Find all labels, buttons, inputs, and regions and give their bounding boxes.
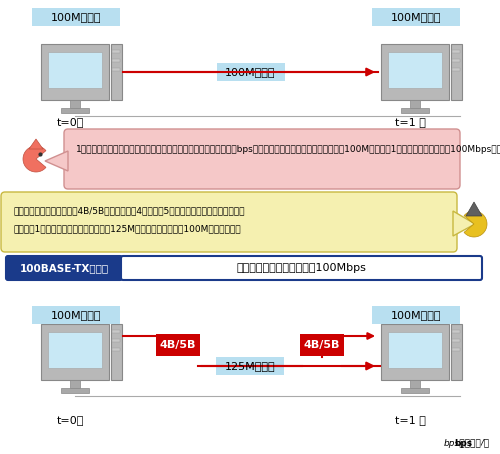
FancyBboxPatch shape <box>452 50 460 53</box>
FancyBboxPatch shape <box>410 100 420 108</box>
FancyBboxPatch shape <box>452 339 460 342</box>
FancyBboxPatch shape <box>452 68 460 71</box>
FancyBboxPatch shape <box>121 256 482 280</box>
Text: なので、1秒間に転送した総ビット数は125Mビットだが、実質は100Mビットになる: なので、1秒間に転送した総ビット数は125Mビットだが、実質は100Mビットにな… <box>13 224 240 233</box>
FancyBboxPatch shape <box>216 357 284 375</box>
FancyBboxPatch shape <box>112 330 120 333</box>
Text: 実質のデータ転送レートは100Mbps: 実質のデータ転送レートは100Mbps <box>236 263 366 273</box>
Text: 1秒間に転送できるビット数がデータ転送レート（ビット速度）。bpsで表されることが多いね。上の例では100Mビットを1秒間で運んでいるから100Mbpsだね: 1秒間に転送できるビット数がデータ転送レート（ビット速度）。bpsで表されること… <box>76 145 500 154</box>
FancyBboxPatch shape <box>1 192 457 252</box>
FancyBboxPatch shape <box>111 44 122 100</box>
FancyBboxPatch shape <box>388 332 442 368</box>
FancyBboxPatch shape <box>48 52 102 88</box>
FancyBboxPatch shape <box>111 324 122 380</box>
FancyBboxPatch shape <box>372 306 460 324</box>
FancyBboxPatch shape <box>388 52 442 88</box>
Text: bps：ビット/秒: bps：ビット/秒 <box>444 439 490 449</box>
FancyBboxPatch shape <box>451 324 462 380</box>
FancyBboxPatch shape <box>452 330 460 333</box>
Text: 100Mビット: 100Mビット <box>51 310 101 320</box>
FancyBboxPatch shape <box>61 388 89 393</box>
FancyBboxPatch shape <box>32 8 120 26</box>
FancyBboxPatch shape <box>372 8 460 26</box>
FancyBboxPatch shape <box>32 306 120 324</box>
FancyBboxPatch shape <box>300 334 344 356</box>
Text: 4B/5B: 4B/5B <box>160 340 196 350</box>
Text: 100Mビット: 100Mビット <box>391 310 442 320</box>
Text: 100Mビット: 100Mビット <box>51 12 101 22</box>
FancyBboxPatch shape <box>112 348 120 351</box>
FancyBboxPatch shape <box>61 108 89 113</box>
FancyBboxPatch shape <box>410 380 420 388</box>
FancyBboxPatch shape <box>6 256 122 280</box>
Polygon shape <box>453 211 475 236</box>
Polygon shape <box>466 202 482 216</box>
Text: 4B/5B: 4B/5B <box>304 340 340 350</box>
FancyBboxPatch shape <box>452 59 460 62</box>
FancyBboxPatch shape <box>156 334 200 356</box>
FancyBboxPatch shape <box>41 324 109 380</box>
FancyBboxPatch shape <box>70 100 80 108</box>
FancyBboxPatch shape <box>381 324 449 380</box>
Text: 100Mビット: 100Mビット <box>391 12 442 22</box>
FancyBboxPatch shape <box>401 108 429 113</box>
FancyBboxPatch shape <box>381 44 449 100</box>
FancyBboxPatch shape <box>216 63 284 81</box>
FancyBboxPatch shape <box>70 380 80 388</box>
Text: bps: bps <box>454 439 472 449</box>
Text: 100Mビット: 100Mビット <box>225 67 276 77</box>
FancyBboxPatch shape <box>452 348 460 351</box>
Polygon shape <box>464 211 487 237</box>
Text: t=1 秒: t=1 秒 <box>394 117 426 127</box>
FancyBboxPatch shape <box>112 50 120 53</box>
Polygon shape <box>45 151 68 171</box>
FancyBboxPatch shape <box>64 129 460 189</box>
FancyBboxPatch shape <box>112 59 120 62</box>
Polygon shape <box>23 146 46 172</box>
Text: t=1 秒: t=1 秒 <box>394 415 426 425</box>
FancyBboxPatch shape <box>401 388 429 393</box>
Text: 125Mビット: 125Mビット <box>224 361 276 371</box>
FancyBboxPatch shape <box>112 339 120 342</box>
Text: ファストイーサネットでは4B/5B符号化により4ビットを5ビットに変換して送っている。: ファストイーサネットでは4B/5B符号化により4ビットを5ビットに変換して送って… <box>13 206 244 215</box>
Text: 100BASE-TXの場合: 100BASE-TXの場合 <box>20 263 108 273</box>
FancyBboxPatch shape <box>112 68 120 71</box>
Text: t=0秒: t=0秒 <box>56 117 84 127</box>
Polygon shape <box>29 139 43 149</box>
FancyBboxPatch shape <box>41 44 109 100</box>
FancyBboxPatch shape <box>451 44 462 100</box>
Text: t=0秒: t=0秒 <box>56 415 84 425</box>
FancyBboxPatch shape <box>48 332 102 368</box>
